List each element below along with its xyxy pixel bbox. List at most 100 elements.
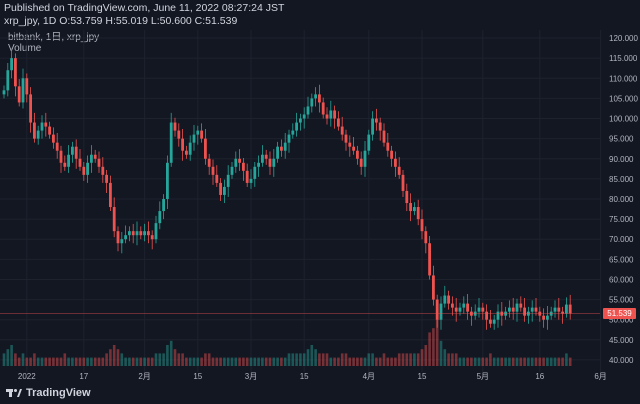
- candle-body: [386, 142, 390, 151]
- volume-bar: [409, 353, 412, 366]
- volume-bar: [390, 357, 393, 366]
- volume-bar: [109, 349, 112, 366]
- candle-body: [74, 146, 78, 159]
- volume-bar: [485, 357, 488, 366]
- x-tick-label: 16: [535, 372, 544, 381]
- volume-bar: [135, 357, 139, 366]
- candle-body: [6, 70, 10, 91]
- volume-bar: [154, 353, 158, 366]
- price-chart[interactable]: 120.000 115.000 110.000 105.000 100.000 95.00…: [0, 30, 640, 384]
- candle-body: [287, 134, 291, 143]
- volume-bar: [435, 315, 439, 366]
- candle-body: [291, 130, 295, 135]
- volume-bar: [352, 357, 355, 366]
- volume-bar: [105, 353, 108, 366]
- volume-bar: [166, 345, 169, 366]
- x-tick-label: 6月: [594, 372, 606, 381]
- volume-bar: [325, 353, 329, 366]
- volume-bar: [93, 357, 97, 366]
- y-tick-label: 45.000: [609, 336, 634, 345]
- volume-bar: [337, 357, 340, 366]
- volume-bar: [238, 357, 241, 366]
- candle-body: [169, 122, 173, 163]
- volume-bar: [261, 357, 264, 366]
- candle-body: [128, 231, 131, 236]
- volume-bar: [473, 357, 477, 366]
- volume-bar: [424, 345, 428, 366]
- volume-bar: [527, 357, 530, 366]
- candle-body: [86, 162, 89, 175]
- candle-body: [238, 158, 241, 163]
- volume-bar: [530, 357, 534, 366]
- volume-bar: [561, 357, 564, 366]
- candle-body: [553, 307, 557, 312]
- volume-bar: [363, 357, 367, 366]
- volume-bar: [234, 357, 238, 366]
- volume-bar: [299, 353, 302, 366]
- candle-body: [428, 243, 431, 276]
- volume-bar: [546, 357, 549, 366]
- volume-bar: [211, 357, 215, 366]
- candle-body: [359, 158, 363, 167]
- y-tick-label: 55.000: [609, 296, 634, 305]
- volume-bar: [447, 353, 450, 366]
- volume-bar: [523, 357, 526, 366]
- volume-bar: [375, 357, 378, 366]
- candle-body: [519, 303, 523, 308]
- candle-body: [78, 158, 82, 167]
- volume-legend[interactable]: Volume: [8, 43, 42, 54]
- symbol-legend[interactable]: bitbank, 1日, xrp_jpy: [8, 32, 100, 43]
- volume-bar: [340, 353, 344, 366]
- volume-bar: [177, 353, 181, 366]
- candle-body: [211, 166, 215, 175]
- candle-body: [496, 311, 500, 320]
- volume-bar: [287, 353, 291, 366]
- candle-body: [135, 231, 139, 236]
- volume-bar: [204, 353, 207, 366]
- volume-bar: [481, 357, 485, 366]
- published-timestamp: Published on TradingView.com, June 11, 2…: [4, 2, 285, 14]
- volume-bar: [306, 349, 310, 366]
- volume-bar: [173, 349, 177, 366]
- volume-bar: [223, 357, 226, 366]
- volume-bar: [443, 349, 447, 366]
- candle-body: [546, 315, 549, 320]
- volume-bar: [492, 357, 496, 366]
- y-tick-label: 40.000: [609, 356, 634, 365]
- x-tick-label: 3月: [245, 372, 257, 381]
- candle-body: [363, 150, 367, 167]
- candle-body: [253, 166, 257, 179]
- candle-body: [375, 118, 378, 123]
- volume-bar: [451, 353, 454, 366]
- candle-body: [302, 114, 306, 119]
- candle-body: [356, 150, 359, 159]
- candle-body: [67, 154, 70, 167]
- candle-body: [432, 275, 435, 300]
- candle-body: [568, 304, 572, 314]
- volume-bar: [405, 353, 409, 366]
- candle-body: [97, 158, 101, 167]
- volume-bar: [131, 357, 135, 366]
- y-tick-label: 60.000: [609, 275, 634, 284]
- candle-body: [299, 118, 302, 123]
- volume-bar: [302, 353, 306, 366]
- volume-bar: [470, 357, 473, 366]
- candle-body: [439, 303, 443, 320]
- x-tick-label: 15: [300, 372, 309, 381]
- volume-bar: [55, 357, 59, 366]
- volume-bar: [413, 353, 416, 366]
- tradingview-logo[interactable]: TradingView: [6, 387, 91, 399]
- volume-bar: [280, 357, 283, 366]
- candle-body: [409, 203, 412, 212]
- candle-body: [158, 211, 162, 224]
- volume-bar: [291, 353, 295, 366]
- candle-body: [185, 150, 188, 155]
- volume-bar: [10, 345, 13, 366]
- candle-body: [188, 142, 192, 155]
- candle-body: [397, 166, 401, 175]
- x-tick-label: 5月: [477, 372, 489, 381]
- candle-body: [443, 295, 447, 304]
- candle-body: [508, 307, 511, 312]
- volume-bar: [200, 357, 203, 366]
- candle-body: [131, 231, 135, 236]
